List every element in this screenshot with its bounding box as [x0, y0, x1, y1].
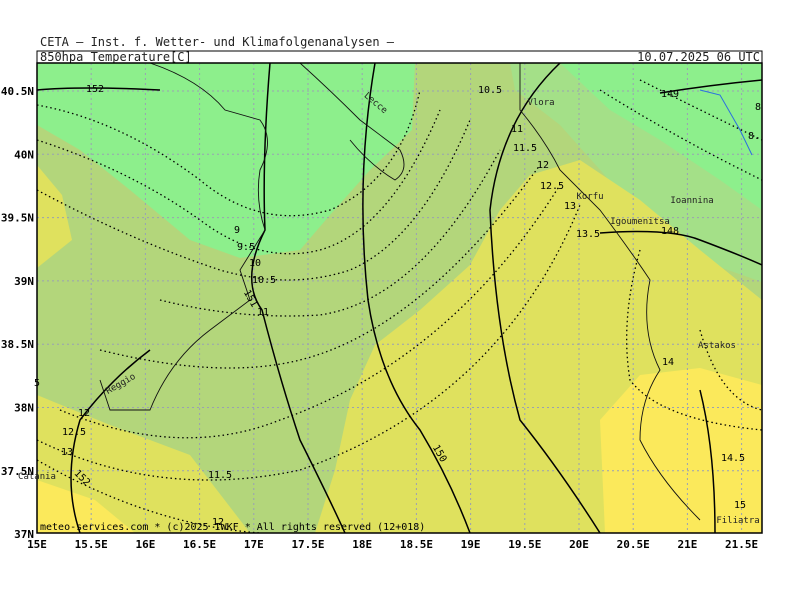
contour-label: 14 — [662, 357, 674, 368]
footer-credit: meteo-services.com * (c)2025 IWKF * All … — [40, 522, 425, 533]
lat-label: 38.5N — [1, 338, 34, 351]
lon-label: 17E — [244, 538, 264, 551]
map-frame — [36, 62, 763, 534]
place-name: Korfu — [576, 192, 603, 202]
lat-label: 37N — [14, 528, 34, 541]
lon-label: 16E — [135, 538, 155, 551]
lat-label: 40N — [14, 148, 34, 161]
lat-label: 38N — [14, 402, 34, 415]
contour-label: 5 — [34, 378, 40, 389]
contour-label: 11 — [511, 124, 523, 135]
contour-label: 12.5 — [540, 181, 564, 192]
lon-label: 16.5E — [183, 538, 216, 551]
contour-label: 12 — [78, 408, 90, 419]
valid-time: 10.07.2025 06 UTC — [637, 50, 760, 64]
lat-label: 39N — [14, 275, 34, 288]
lon-label: 15E — [27, 538, 47, 551]
contour-label: 10.5 — [252, 275, 276, 286]
contour-label: 11 — [257, 307, 269, 318]
lat-label: 40.5N — [1, 85, 34, 98]
contour-label: 13 — [564, 201, 576, 212]
contour-label: 14.5 — [721, 453, 745, 464]
lon-label: 18E — [352, 538, 372, 551]
contour-label: 11.5 — [513, 143, 537, 154]
contour-label: 9.5 — [237, 242, 255, 253]
contour-label: 10.5 — [478, 85, 502, 96]
contour-label: 9 — [234, 225, 240, 236]
lat-label: 39.5N — [1, 212, 34, 225]
place-name: Ioannina — [670, 196, 713, 206]
contour-label: 148 — [661, 226, 679, 237]
lon-label: 21.5E — [725, 538, 758, 551]
contour-label: 13 — [61, 447, 73, 458]
lon-label: 19E — [461, 538, 481, 551]
lon-label: 21E — [677, 538, 697, 551]
lon-label: 15.5E — [75, 538, 108, 551]
contour-label: 12.5 — [62, 427, 86, 438]
contour-label: 12 — [212, 517, 224, 528]
contour-label: 152 — [86, 84, 104, 95]
contour-label: 13.5 — [576, 229, 600, 240]
contour-label: 10 — [249, 258, 261, 269]
place-name: Igoumenitsa — [610, 217, 670, 227]
lon-label: 20.5E — [617, 538, 650, 551]
place-name: Vlora — [527, 98, 554, 108]
contour-label: 8. — [748, 131, 760, 142]
contour-label: 149 — [661, 89, 679, 100]
map-area — [37, 63, 762, 533]
place-name: Catania — [18, 472, 56, 482]
lon-label: 18.5E — [400, 538, 433, 551]
contour-label: 8 — [755, 102, 761, 113]
contour-label: 11.5 — [208, 470, 232, 481]
lon-label: 19.5E — [508, 538, 541, 551]
contour-label: 12 — [537, 160, 549, 171]
lon-label: 17.5E — [291, 538, 324, 551]
contour-label: 15 — [734, 500, 746, 511]
lon-label: 20E — [569, 538, 589, 551]
lat-label: 37.5N — [1, 465, 34, 478]
place-name: Astakos — [698, 341, 736, 351]
field-name: 850hpa_Temperature[C] — [40, 50, 192, 64]
header-title: CETA – Inst. f. Wetter- und Klimafolgena… — [40, 35, 395, 49]
place-name: Filiatra — [716, 516, 759, 526]
